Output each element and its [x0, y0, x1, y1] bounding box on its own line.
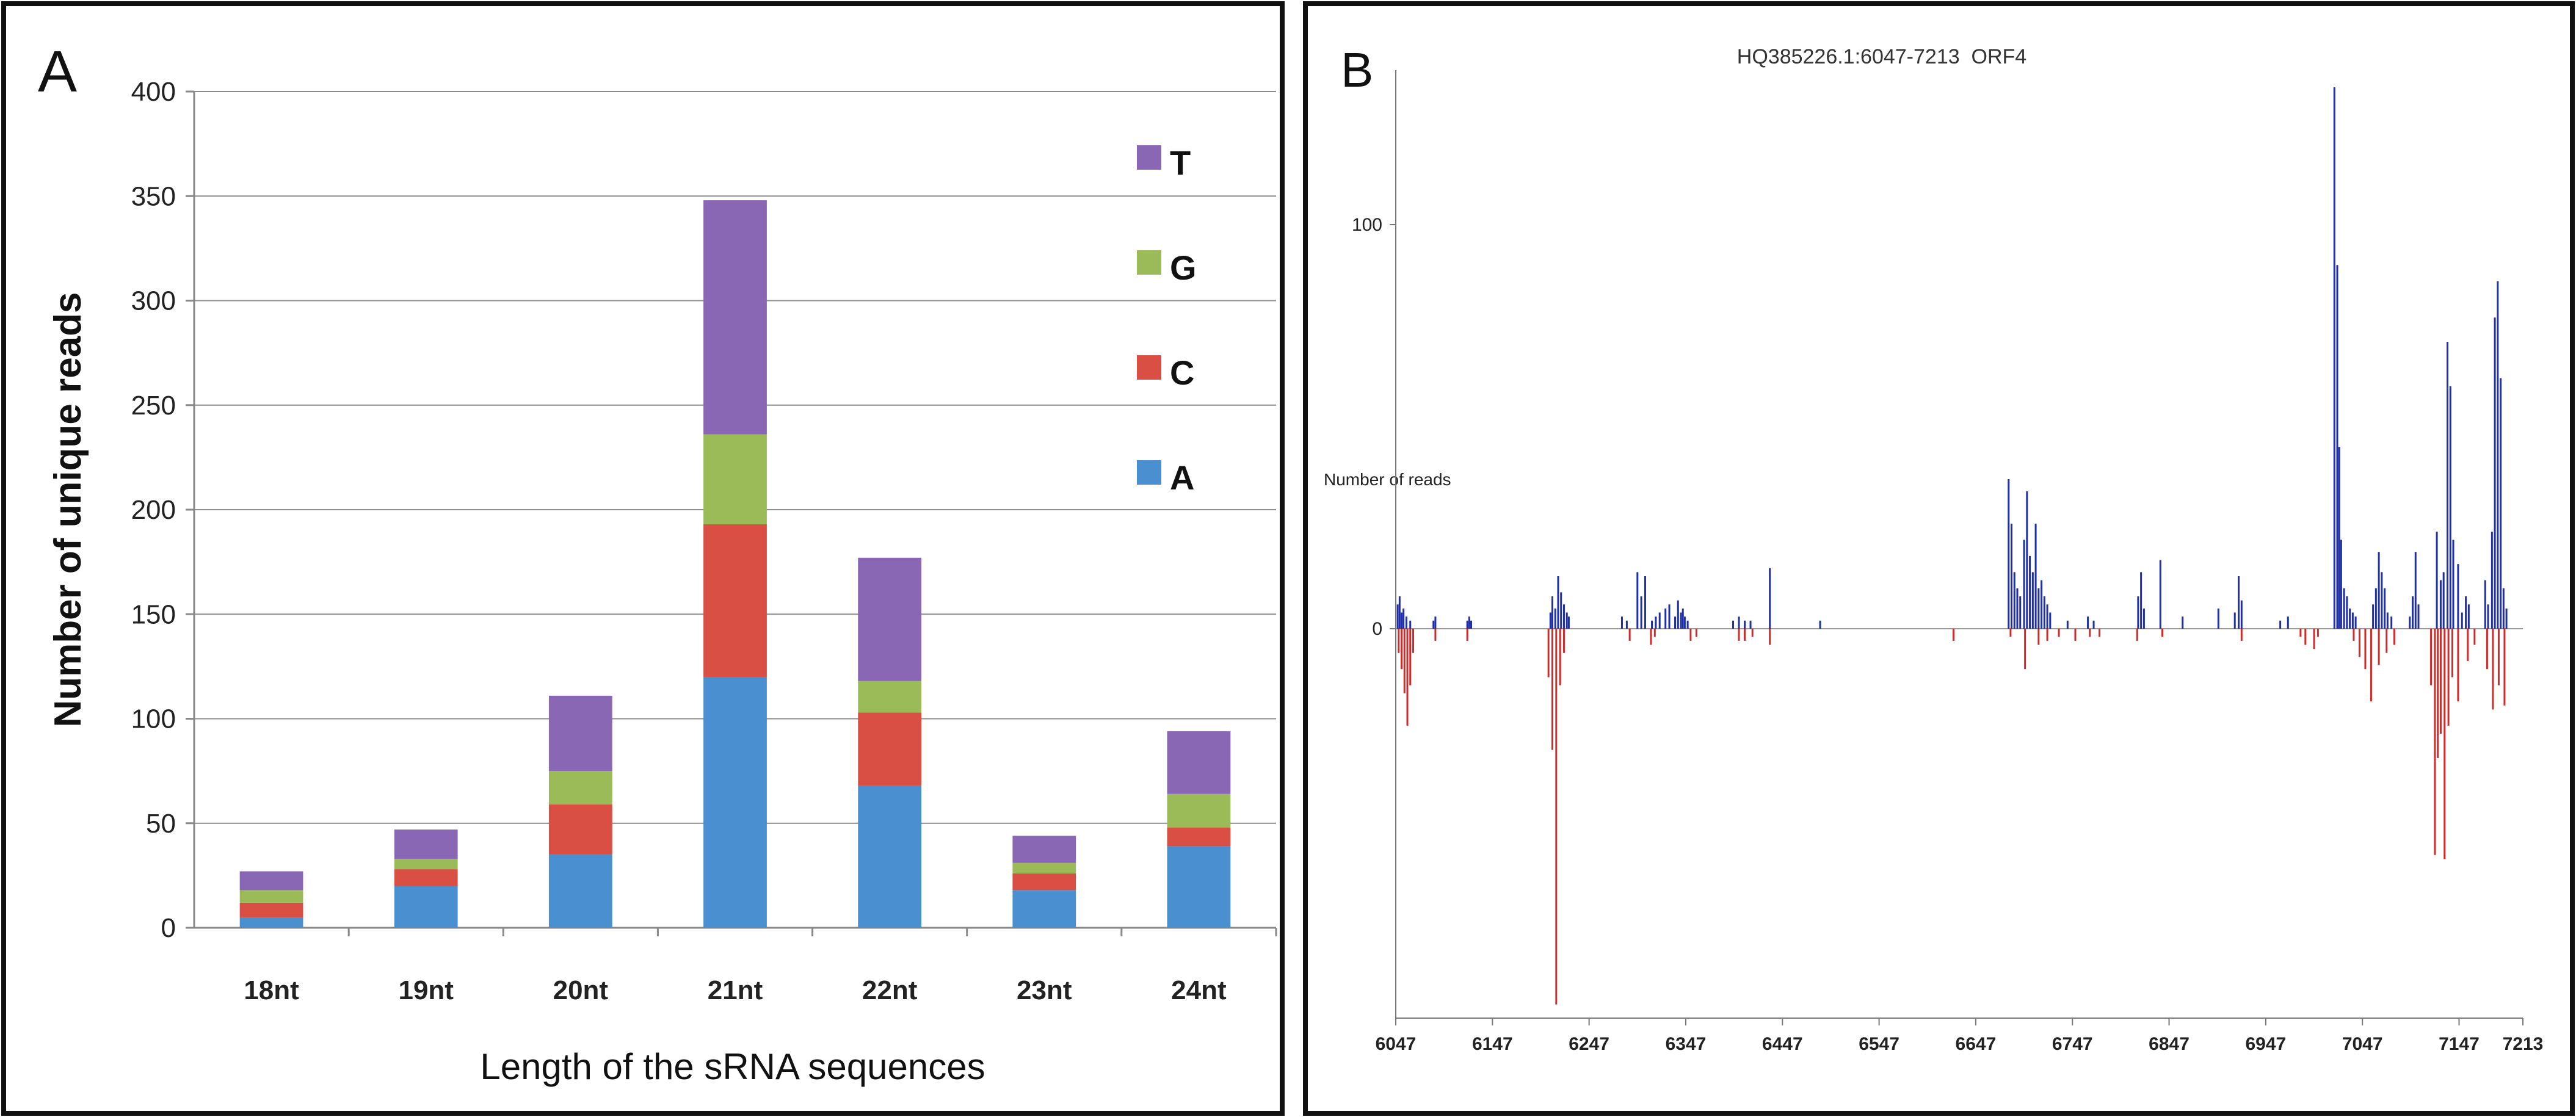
- bar-segment-G: [858, 681, 922, 713]
- bar-segment-C: [858, 712, 922, 786]
- panel-b-read-spikes: [1396, 87, 2508, 1005]
- panel-b-y-ticks: 100 0: [1352, 215, 1396, 639]
- x-tick-label: 7047: [2342, 1034, 2383, 1054]
- y-tick-label: 200: [131, 495, 176, 525]
- bar-segment-G: [394, 858, 458, 870]
- legend-label: G: [1170, 248, 1197, 287]
- x-tick-label: 7147: [2439, 1034, 2480, 1054]
- x-tick-label: 6747: [2052, 1034, 2093, 1054]
- bar-segment-G: [239, 890, 303, 903]
- x-tick-label: 6847: [2149, 1034, 2190, 1054]
- bar-segment-A: [1012, 890, 1076, 928]
- bar-segment-A: [858, 786, 922, 928]
- bar-segment-C: [1167, 827, 1231, 847]
- x-tick-label: 24nt: [1171, 975, 1227, 1005]
- bar-segment-G: [703, 434, 767, 524]
- y-tick-label: 300: [131, 286, 176, 316]
- bar-segment-T: [1012, 836, 1076, 863]
- bar-segment-C: [394, 869, 458, 886]
- panel-b-title: HQ385226.1:6047-7213 ORF4: [1737, 45, 2026, 68]
- panel-b: B HQ385226.1:6047-7213 ORF4 Number of re…: [1303, 1, 2575, 1116]
- y-tick-label: 0: [161, 913, 176, 943]
- x-tick-label: 6347: [1666, 1034, 1707, 1054]
- panel-a-y-axis-title: Number of unique reads: [47, 292, 89, 727]
- bar-segment-A: [239, 917, 303, 928]
- x-tick-label: 6547: [1859, 1034, 1899, 1054]
- x-tick-label: 6247: [1569, 1034, 1609, 1054]
- x-tick-label: 19nt: [398, 975, 454, 1005]
- bar-segment-G: [1167, 793, 1231, 828]
- bar-segment-T: [703, 200, 767, 435]
- legend-label: A: [1170, 458, 1194, 497]
- y-tick-label: 50: [146, 809, 176, 839]
- bar-segment-C: [239, 902, 303, 917]
- panel-b-label: B: [1341, 43, 1373, 97]
- panel-b-frame: [1303, 1, 2575, 1116]
- panel-b-x-ticks: 6047 6147 6247 6347 6447 6547 6647 6747 6847 6947…: [1376, 1018, 2544, 1054]
- bar-segment-T: [394, 830, 458, 859]
- x-tick-label: 20nt: [553, 975, 609, 1005]
- x-tick-label: 22nt: [862, 975, 918, 1005]
- x-tick-label: 23nt: [1017, 975, 1072, 1005]
- panel-a-bars: [239, 200, 1231, 928]
- panel-a-x-axis-title: Length of the sRNA sequences: [480, 1046, 985, 1087]
- x-tick-label: 6447: [1762, 1034, 1803, 1054]
- panel-b-y-axis-title: Number of reads: [1324, 470, 1451, 489]
- x-tick-label: 21nt: [708, 975, 763, 1005]
- x-tick-label: 7213: [2503, 1034, 2544, 1054]
- bar-segment-A: [394, 886, 458, 928]
- panel-a-y-ticks: 0 50 100 150 200 250 300 350 400: [131, 77, 194, 943]
- legend-swatch-T: [1137, 145, 1161, 170]
- y-tick-label: 0: [1372, 619, 1382, 639]
- legend-label: T: [1170, 143, 1191, 182]
- bar-segment-C: [703, 524, 767, 677]
- bar-segment-A: [703, 677, 767, 928]
- bar-segment-C: [1012, 873, 1076, 891]
- bar-segment-G: [1012, 862, 1076, 873]
- bar-segment-T: [239, 871, 303, 891]
- legend-label: C: [1170, 353, 1194, 392]
- bar-segment-T: [548, 695, 612, 772]
- x-tick-label: 18nt: [244, 975, 299, 1005]
- bar-segment-T: [858, 557, 922, 681]
- y-tick-label: 100: [131, 704, 176, 734]
- bar-segment-C: [548, 804, 612, 855]
- x-tick-label: 6147: [1472, 1034, 1513, 1054]
- y-tick-label: 150: [131, 599, 176, 629]
- legend-swatch-G: [1137, 250, 1161, 275]
- bar-segment-G: [548, 771, 612, 804]
- x-tick-label: 6647: [1956, 1034, 1997, 1054]
- y-tick-label: 250: [131, 391, 176, 421]
- panel-a-label: A: [38, 39, 77, 104]
- panel-a: A 0 50 100 150 200 250 300 350 400 18nt 19nt 20nt 2…: [1, 1, 1285, 1116]
- y-tick-label: 400: [131, 77, 176, 107]
- bar-segment-A: [548, 855, 612, 928]
- x-tick-label: 6947: [2245, 1034, 2286, 1054]
- y-tick-label: 100: [1352, 215, 1382, 235]
- x-tick-label: 6047: [1376, 1034, 1417, 1054]
- bar-segment-A: [1167, 846, 1231, 928]
- legend-swatch-A: [1137, 460, 1161, 485]
- y-tick-label: 350: [131, 181, 176, 211]
- bar-segment-T: [1167, 731, 1231, 794]
- legend-swatch-C: [1137, 355, 1161, 380]
- panel-a-legend: T G C A: [1137, 143, 1197, 497]
- panel-a-x-ticks: 18nt 19nt 20nt 21nt 22nt 23nt 24nt: [244, 928, 1277, 1005]
- panel-a-frame: [1, 1, 1285, 1116]
